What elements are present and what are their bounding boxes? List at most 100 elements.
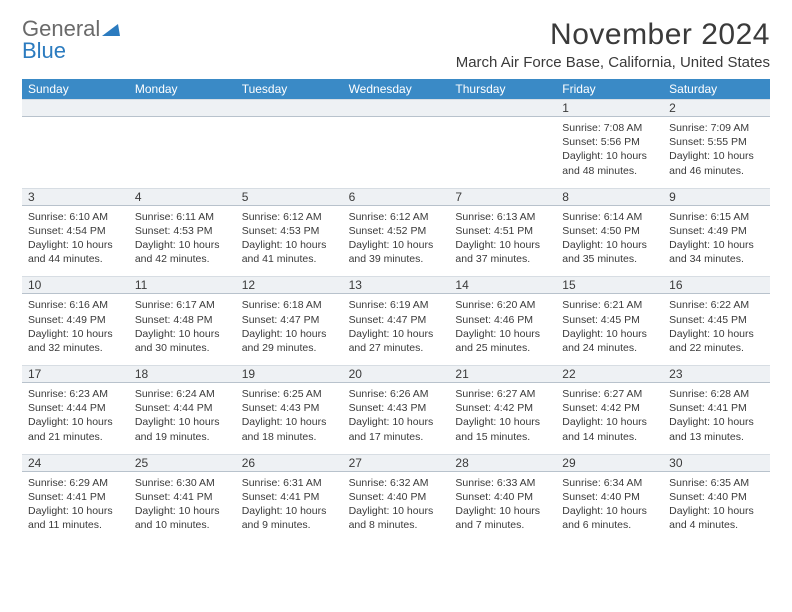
day-line: Daylight: 10 hours and 32 minutes. [28, 327, 123, 355]
day-line: Sunset: 4:53 PM [135, 224, 230, 238]
day-line: Sunrise: 7:09 AM [669, 121, 764, 135]
day-content: Sunrise: 6:30 AMSunset: 4:41 PMDaylight:… [129, 472, 236, 543]
day-line: Sunrise: 6:26 AM [349, 387, 444, 401]
day-line: Sunset: 4:48 PM [135, 313, 230, 327]
day-number [129, 100, 236, 116]
day-line: Daylight: 10 hours and 18 minutes. [242, 415, 337, 443]
day-content: Sunrise: 6:13 AMSunset: 4:51 PMDaylight:… [449, 206, 556, 277]
day-line: Sunset: 4:49 PM [669, 224, 764, 238]
day-content-row: Sunrise: 6:23 AMSunset: 4:44 PMDaylight:… [22, 383, 770, 454]
day-line: Sunset: 4:53 PM [242, 224, 337, 238]
day-content: Sunrise: 6:17 AMSunset: 4:48 PMDaylight:… [129, 294, 236, 365]
day-number [449, 100, 556, 116]
day-number: 8 [556, 189, 663, 205]
day-line: Daylight: 10 hours and 42 minutes. [135, 238, 230, 266]
day-line: Sunrise: 6:21 AM [562, 298, 657, 312]
weekday-header: Sunday Monday Tuesday Wednesday Thursday… [22, 79, 770, 99]
day-content: Sunrise: 6:10 AMSunset: 4:54 PMDaylight:… [22, 206, 129, 277]
day-line: Daylight: 10 hours and 39 minutes. [349, 238, 444, 266]
day-line: Sunset: 4:45 PM [562, 313, 657, 327]
day-line: Daylight: 10 hours and 27 minutes. [349, 327, 444, 355]
day-number: 17 [22, 366, 129, 382]
day-number: 28 [449, 455, 556, 471]
day-line: Sunset: 4:40 PM [349, 490, 444, 504]
day-line: Daylight: 10 hours and 15 minutes. [455, 415, 550, 443]
day-line: Sunset: 4:41 PM [135, 490, 230, 504]
day-content [22, 117, 129, 188]
day-line: Sunset: 4:42 PM [455, 401, 550, 415]
day-number: 29 [556, 455, 663, 471]
day-line: Sunset: 4:43 PM [349, 401, 444, 415]
day-line: Daylight: 10 hours and 29 minutes. [242, 327, 337, 355]
day-line: Sunset: 5:56 PM [562, 135, 657, 149]
day-line: Sunset: 4:41 PM [669, 401, 764, 415]
day-number-row: 24252627282930 [22, 454, 770, 472]
day-content-row: Sunrise: 7:08 AMSunset: 5:56 PM Daylight:… [22, 117, 770, 188]
day-line: Sunset: 4:50 PM [562, 224, 657, 238]
day-number: 26 [236, 455, 343, 471]
day-line: Sunrise: 6:12 AM [349, 210, 444, 224]
day-line: Daylight: 10 hours and 30 minutes. [135, 327, 230, 355]
day-content: Sunrise: 6:16 AMSunset: 4:49 PMDaylight:… [22, 294, 129, 365]
day-number [236, 100, 343, 116]
day-line: Daylight: 10 hours and 22 minutes. [669, 327, 764, 355]
day-number-row: 17181920212223 [22, 365, 770, 383]
day-line: Sunset: 4:54 PM [28, 224, 123, 238]
day-line: Sunrise: 6:23 AM [28, 387, 123, 401]
day-line: Sunrise: 6:17 AM [135, 298, 230, 312]
day-line: Daylight: 10 hours and 19 minutes. [135, 415, 230, 443]
day-content: Sunrise: 7:09 AMSunset: 5:55 PMDaylight:… [663, 117, 770, 188]
day-line: Sunrise: 7:08 AM [562, 121, 657, 135]
day-line: Sunrise: 6:13 AM [455, 210, 550, 224]
weekday-saturday: Saturday [663, 79, 770, 99]
day-line: Sunrise: 6:15 AM [669, 210, 764, 224]
day-line: Sunset: 4:44 PM [28, 401, 123, 415]
day-line: Sunrise: 6:18 AM [242, 298, 337, 312]
day-line: Daylight: 10 hours and 21 minutes. [28, 415, 123, 443]
day-line: Daylight: 10 hours and 4 minutes. [669, 504, 764, 532]
day-line: Sunset: 4:40 PM [669, 490, 764, 504]
day-line: Sunset: 4:41 PM [242, 490, 337, 504]
day-number: 19 [236, 366, 343, 382]
day-number [22, 100, 129, 116]
day-line: Sunset: 4:40 PM [562, 490, 657, 504]
day-number-row: 12 [22, 99, 770, 117]
day-line: Sunset: 4:49 PM [28, 313, 123, 327]
day-line: Sunrise: 6:11 AM [135, 210, 230, 224]
day-number: 14 [449, 277, 556, 293]
day-content: Sunrise: 6:25 AMSunset: 4:43 PMDaylight:… [236, 383, 343, 454]
day-content: Sunrise: 6:23 AMSunset: 4:44 PMDaylight:… [22, 383, 129, 454]
day-line: Sunset: 4:44 PM [135, 401, 230, 415]
day-number: 7 [449, 189, 556, 205]
weekday-tuesday: Tuesday [236, 79, 343, 99]
day-line: Sunrise: 6:30 AM [135, 476, 230, 490]
day-number: 18 [129, 366, 236, 382]
day-line: Daylight: 10 hours and 34 minutes. [669, 238, 764, 266]
day-number: 5 [236, 189, 343, 205]
day-content-row: Sunrise: 6:10 AMSunset: 4:54 PM Daylight:… [22, 206, 770, 277]
day-number-row: 10111213141516 [22, 276, 770, 294]
day-line: Daylight: 10 hours and 17 minutes. [349, 415, 444, 443]
day-number: 22 [556, 366, 663, 382]
weekday-friday: Friday [556, 79, 663, 99]
logo-text-2: Blue [22, 38, 66, 63]
logo: General Blue [22, 18, 120, 62]
day-line: Sunset: 4:51 PM [455, 224, 550, 238]
day-line: Daylight: 10 hours and 7 minutes. [455, 504, 550, 532]
day-line: Daylight: 10 hours and 13 minutes. [669, 415, 764, 443]
day-line: Sunset: 4:46 PM [455, 313, 550, 327]
day-line: Sunrise: 6:10 AM [28, 210, 123, 224]
day-line: Daylight: 10 hours and 46 minutes. [669, 149, 764, 177]
day-line: Sunrise: 6:12 AM [242, 210, 337, 224]
day-line: Sunset: 4:41 PM [28, 490, 123, 504]
day-line: Sunrise: 6:27 AM [455, 387, 550, 401]
day-content: Sunrise: 6:19 AMSunset: 4:47 PMDaylight:… [343, 294, 450, 365]
month-title: November 2024 [456, 18, 770, 52]
day-content: Sunrise: 6:15 AMSunset: 4:49 PMDaylight:… [663, 206, 770, 277]
day-line: Sunset: 4:47 PM [349, 313, 444, 327]
day-line: Daylight: 10 hours and 11 minutes. [28, 504, 123, 532]
day-content: Sunrise: 6:14 AMSunset: 4:50 PMDaylight:… [556, 206, 663, 277]
day-line: Sunrise: 6:31 AM [242, 476, 337, 490]
day-content: Sunrise: 6:21 AMSunset: 4:45 PMDaylight:… [556, 294, 663, 365]
day-content [343, 117, 450, 188]
